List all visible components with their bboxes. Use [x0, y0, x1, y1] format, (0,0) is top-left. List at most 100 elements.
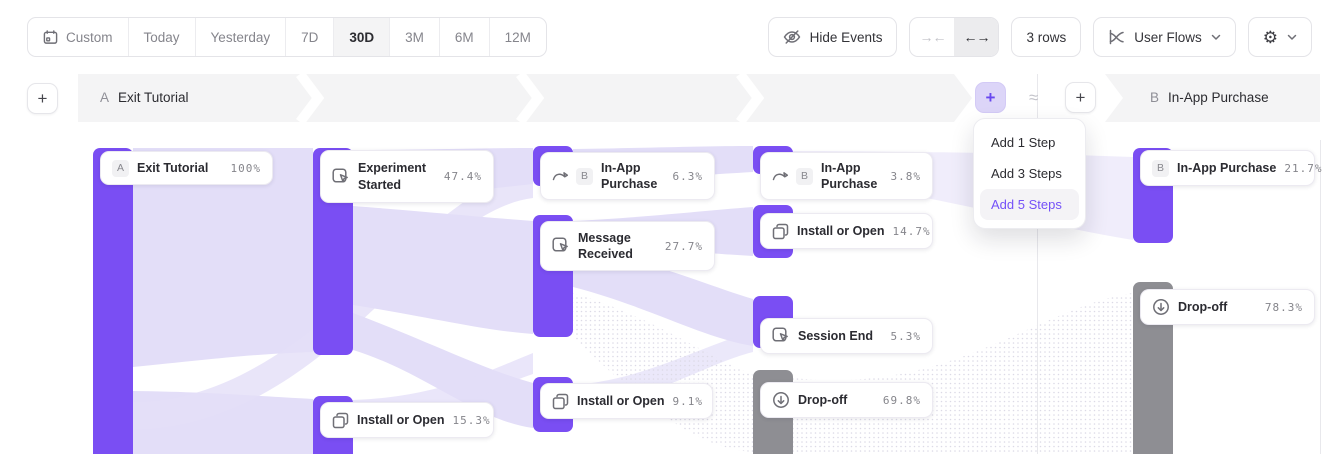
eye-off-icon [783, 29, 801, 45]
hide-events-button[interactable]: Hide Events [767, 17, 898, 57]
event-label: Drop-off [798, 392, 848, 407]
conversion-percent: 6.3% [672, 169, 703, 183]
date-range-3m[interactable]: 3M [389, 18, 439, 56]
conversion-percent: 21.7% [1284, 161, 1323, 175]
date-range-yesterday[interactable]: Yesterday [194, 18, 286, 56]
rows-button[interactable]: 3 rows [1011, 17, 1082, 57]
plus-icon: + [1075, 87, 1086, 107]
step-b-badge: B [576, 167, 593, 185]
conversion-percent: 78.3% [1264, 300, 1303, 314]
pointer-icon [332, 167, 350, 186]
flow-node-in-app-purchase-3[interactable]: B In-App Purchase 3.8% [760, 152, 933, 200]
conversion-percent: 14.7% [892, 224, 931, 238]
conversion-percent: 69.8% [882, 393, 921, 407]
pointer-icon [552, 237, 570, 255]
date-range-12m[interactable]: 12M [488, 18, 546, 56]
date-range-label: Yesterday [210, 29, 271, 45]
path-b-name: In-App Purchase [1168, 90, 1269, 105]
flow-chart-icon [1108, 29, 1125, 45]
date-range-today[interactable]: Today [127, 18, 195, 56]
flow-bar-exit-tutorial[interactable] [93, 148, 133, 454]
date-range-label: 12M [504, 29, 531, 45]
flow-node-install-or-open-15[interactable]: Install or Open 15.3% [320, 402, 494, 438]
flow-node-install-or-open-9[interactable]: Install or Open 9.1% [540, 383, 713, 419]
conversion-percent: 27.7% [664, 239, 703, 253]
event-label: In-App Purchase [601, 160, 658, 191]
event-label: In-App Purchase [1177, 160, 1277, 175]
plus-icon: + [985, 87, 996, 107]
calendar-icon [43, 29, 58, 45]
add-start-step-button[interactable]: + [27, 83, 58, 114]
add-end-step-button[interactable]: + [1065, 82, 1096, 113]
expand-columns-button[interactable]: ←→ [954, 18, 999, 56]
path-b-letter: B [1150, 90, 1160, 105]
date-range-30d[interactable]: 30D [333, 18, 390, 56]
event-label: Session End [798, 328, 874, 343]
view-label: User Flows [1134, 29, 1202, 45]
chevron-down-icon [1287, 34, 1297, 41]
settings-button[interactable]: ⚙ [1247, 17, 1312, 57]
copy-icon [332, 412, 349, 429]
width-toggle: →← ←→ [909, 17, 1000, 57]
collapse-icon: →← [919, 29, 946, 45]
pointer-icon [772, 327, 790, 345]
dropoff-icon [1152, 298, 1170, 316]
conversion-percent: 9.1% [672, 394, 704, 408]
event-label: Drop-off [1178, 299, 1228, 314]
jump-icon [552, 170, 568, 182]
path-b-band [1105, 74, 1320, 122]
flow-node-experiment-started[interactable]: Experiment Started 47.4% [320, 150, 494, 203]
date-range-7d[interactable]: 7D [285, 18, 333, 56]
date-range-custom[interactable]: Custom [28, 18, 128, 56]
event-label: Experiment Started [358, 161, 427, 192]
section-divider [1037, 74, 1038, 454]
step-b-badge: B [796, 167, 813, 185]
path-a-letter: A [100, 90, 110, 105]
step-b-badge: B [1152, 159, 1169, 177]
flow-node-in-app-purchase-21[interactable]: B In-App Purchase 21.7% [1140, 150, 1321, 186]
plus-icon: + [37, 88, 48, 108]
date-range-label: 6M [454, 29, 474, 45]
flow-node-message-received[interactable]: Message Received 27.7% [540, 221, 715, 271]
conversion-percent: 47.4% [443, 170, 482, 183]
date-range-label: Custom [66, 29, 113, 45]
flow-node-session-end[interactable]: Session End 5.3% [760, 318, 933, 354]
view-selector[interactable]: User Flows [1093, 17, 1236, 57]
flow-node-dropoff-78[interactable]: Drop-off 78.3% [1140, 289, 1315, 325]
expand-icon: ←→ [963, 29, 990, 45]
path-b-title: B In-App Purchase [1150, 90, 1269, 105]
event-label: Exit Tutorial [137, 160, 209, 175]
menu-item-add-1-step[interactable]: Add 1 Step [991, 135, 1056, 150]
menu-item-add-3-steps[interactable]: Add 3 Steps [991, 166, 1062, 181]
copy-icon [772, 223, 789, 240]
date-range-label: Today [143, 29, 180, 45]
event-label: Install or Open [577, 393, 665, 408]
conversion-percent: 3.8% [890, 169, 921, 183]
date-range-label: 30D [349, 29, 375, 45]
event-label: Install or Open [357, 412, 445, 427]
step-a-badge: A [112, 159, 129, 177]
flow-node-exit-tutorial[interactable]: A Exit Tutorial 100% [100, 151, 273, 185]
right-edge-divider [1320, 140, 1321, 454]
path-a-title: A Exit Tutorial [100, 90, 189, 105]
dropoff-icon [772, 391, 790, 409]
path-a-band [78, 74, 972, 122]
hide-events-label: Hide Events [809, 29, 883, 45]
date-range-label: 7D [301, 29, 319, 45]
toolbar-right: Hide Events →← ←→ 3 rows User Flows ⚙ [767, 17, 1312, 57]
conversion-percent: 100% [230, 161, 261, 175]
flow-node-install-or-open-14[interactable]: Install or Open 14.7% [760, 213, 933, 249]
add-step-button-active[interactable]: + [975, 82, 1006, 113]
menu-item-add-5-steps[interactable]: Add 5 Steps [980, 189, 1079, 220]
flow-node-dropoff-69[interactable]: Drop-off 69.8% [760, 382, 933, 418]
flow-node-in-app-purchase-6[interactable]: B In-App Purchase 6.3% [540, 152, 715, 200]
rows-label: 3 rows [1026, 29, 1067, 45]
jump-icon [772, 170, 788, 182]
collapse-columns-button[interactable]: →← [910, 18, 954, 56]
chevron-down-icon [1211, 34, 1221, 41]
date-range-6m[interactable]: 6M [438, 18, 489, 56]
event-label: Message Received [578, 230, 633, 261]
approx-gap-symbol: ≈ [1029, 88, 1039, 107]
date-range-label: 3M [405, 29, 424, 45]
